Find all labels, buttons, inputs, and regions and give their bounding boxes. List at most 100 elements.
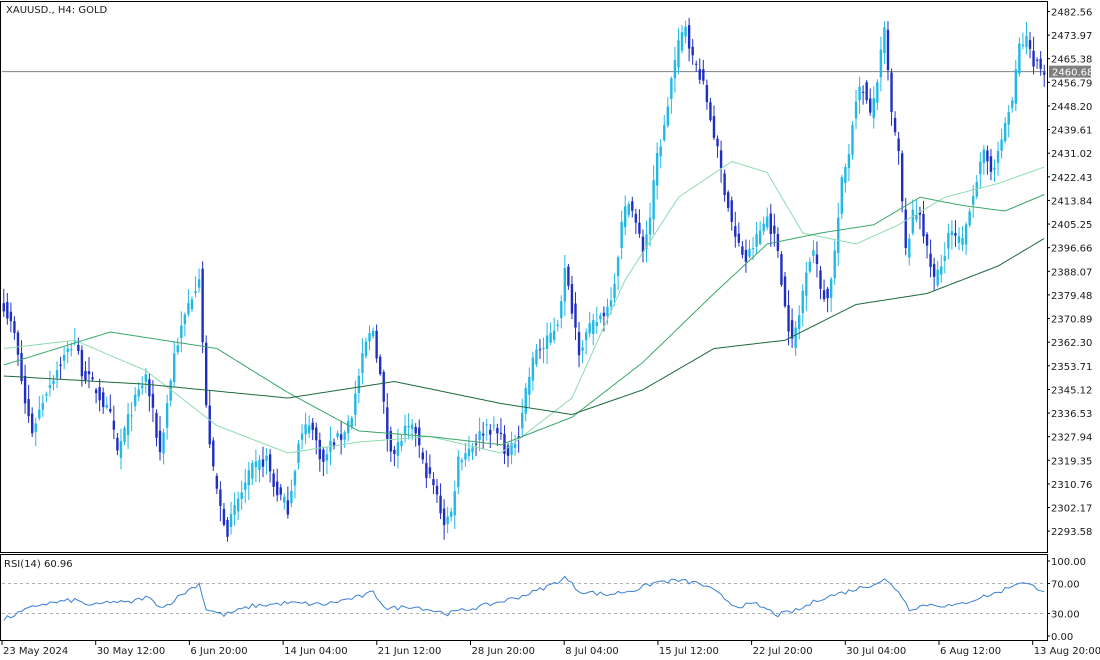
bull-candle	[851, 121, 854, 160]
bull-candle	[798, 305, 801, 340]
bear-candle	[222, 502, 226, 527]
bear-candle	[687, 17, 691, 62]
bear-candle	[112, 405, 116, 440]
current-price-tag: 2460.68	[1049, 65, 1093, 79]
bear-candle	[932, 257, 936, 291]
candle-body	[347, 421, 350, 434]
candle-body	[432, 479, 435, 486]
candle-body	[922, 213, 925, 237]
bull-candle	[396, 428, 400, 469]
bull-candle	[283, 493, 286, 510]
candle-body	[538, 349, 542, 351]
candle-body	[798, 315, 801, 330]
candle-body	[609, 300, 613, 307]
candle-body	[812, 250, 815, 256]
time-tick-label: 21 Jun 12:00	[378, 646, 442, 657]
candle-body	[55, 370, 59, 378]
price-tick-label: 2422.43	[1051, 173, 1092, 184]
candle-body	[943, 256, 946, 261]
candle-body	[766, 216, 769, 228]
bear-candle	[567, 263, 570, 290]
candle-body	[584, 332, 588, 341]
bull-candle	[460, 457, 464, 471]
bear-candle	[787, 290, 790, 346]
candle-body	[77, 344, 80, 351]
candle-body	[403, 425, 407, 435]
bear-candle	[634, 208, 638, 235]
candle-body	[1043, 72, 1046, 75]
candle-body	[208, 405, 211, 445]
bear-candle	[741, 240, 744, 259]
bull-candle	[588, 311, 591, 338]
bull-candle	[105, 396, 108, 410]
bull-candle	[545, 322, 549, 365]
bull-candle	[485, 418, 488, 441]
candle-body	[478, 431, 481, 441]
candle-body	[748, 248, 751, 257]
bull-candle	[940, 254, 943, 283]
bull-candle	[1021, 32, 1025, 50]
bear-candle	[819, 266, 822, 300]
bull-candle	[133, 387, 137, 412]
candle-body	[581, 347, 584, 351]
chart-title: XAUUSD., H4: GOLD	[6, 5, 108, 16]
bear-candle	[261, 446, 265, 478]
bear-candle	[744, 239, 748, 273]
candle-body	[549, 332, 552, 343]
candle-body	[964, 224, 968, 245]
candle-body	[911, 209, 915, 234]
candle-body	[737, 233, 741, 243]
candle-body	[300, 433, 304, 440]
bear-candle	[869, 88, 872, 116]
bear-candle	[276, 468, 279, 502]
candle-body	[357, 375, 361, 394]
candle-body	[499, 432, 503, 434]
price-tick-label: 2362.30	[1051, 338, 1092, 349]
bull-candle	[1025, 21, 1028, 55]
bull-candle	[592, 313, 595, 346]
bear-candle	[322, 446, 325, 477]
current-price-label: 2460.68	[1052, 68, 1093, 79]
candle-body	[595, 322, 598, 326]
candle-body	[91, 377, 94, 380]
candle-body	[2, 303, 5, 312]
bull-candle	[957, 227, 961, 251]
bear-candle	[769, 204, 772, 247]
candle-body	[883, 27, 886, 54]
candle-body	[723, 173, 726, 196]
bull-candle	[528, 367, 531, 408]
rsi-tick-label: 30.00	[1051, 610, 1080, 621]
bull-candle	[762, 216, 765, 236]
candle-body	[457, 456, 460, 488]
candle-body	[219, 489, 222, 506]
bear-candle	[16, 330, 20, 366]
candle-body	[925, 234, 929, 246]
bear-candle	[268, 449, 272, 483]
candle-body	[80, 349, 84, 377]
bull-candle	[258, 455, 261, 483]
candle-body	[819, 270, 822, 289]
time-tick-label: 22 Jul 20:00	[753, 646, 813, 657]
candle-body	[268, 454, 272, 472]
bull-candle	[659, 138, 662, 169]
candle-body	[73, 341, 76, 343]
bull-candle	[165, 394, 169, 440]
candle-body	[290, 490, 293, 504]
candle-body	[460, 460, 464, 463]
candle-body	[552, 330, 556, 340]
bear-candle	[1032, 36, 1035, 75]
bear-candle	[80, 345, 84, 387]
rsi-tick-label: 70.00	[1051, 580, 1080, 591]
candle-body	[254, 461, 258, 468]
candle-body	[70, 349, 73, 351]
candle-body	[87, 371, 91, 375]
candle-body	[62, 354, 66, 361]
bull-candle	[751, 237, 755, 260]
bull-candle	[62, 346, 66, 370]
bear-candle	[780, 251, 783, 287]
candle-body	[574, 303, 577, 328]
bull-candle	[915, 200, 918, 223]
bear-candle	[719, 140, 723, 183]
candle-body	[961, 237, 964, 246]
